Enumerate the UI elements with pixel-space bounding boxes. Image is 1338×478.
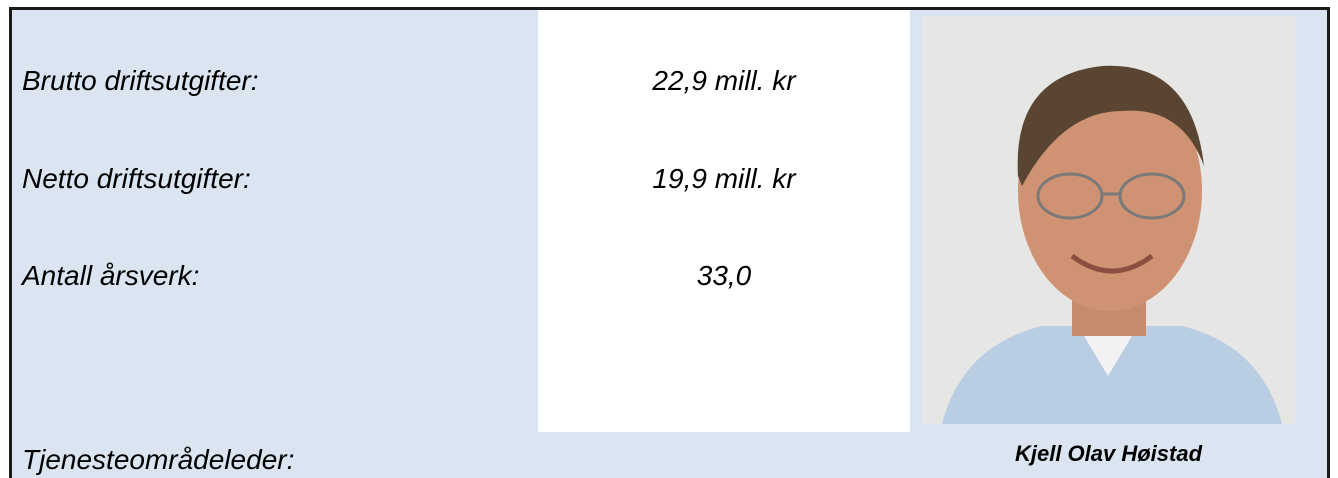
leader-name: Kjell Olav Høistad xyxy=(922,440,1295,468)
row-label: Brutto driftsutgifter: xyxy=(22,64,259,98)
row-value: 33,0 xyxy=(538,259,910,293)
row-label: Netto driftsutgifter: xyxy=(22,162,251,196)
row-value: 22,9 mill. kr xyxy=(538,64,910,98)
leader-label: Tjenesteområdeleder: xyxy=(22,443,294,477)
page: Brutto driftsutgifter: 22,9 mill. kr Net… xyxy=(0,0,1338,478)
row-label: Antall årsverk: xyxy=(22,259,199,293)
row-value: 19,9 mill. kr xyxy=(538,162,910,196)
portrait-photo xyxy=(922,16,1295,424)
